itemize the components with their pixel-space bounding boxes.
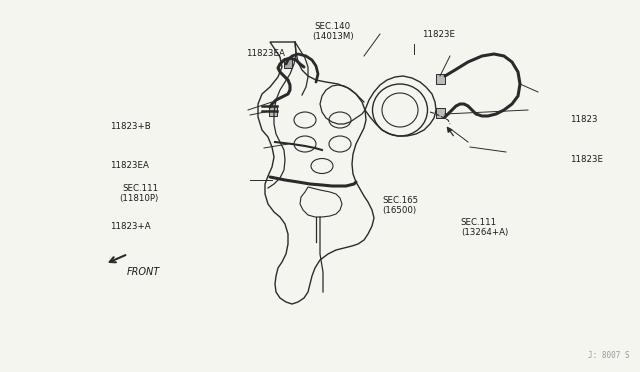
Bar: [269, 106, 277, 116]
Text: SEC.111
(13264+A): SEC.111 (13264+A): [461, 218, 508, 237]
Text: FRONT: FRONT: [127, 267, 160, 276]
Text: 11823+A: 11823+A: [110, 222, 150, 231]
Text: 11823EA: 11823EA: [246, 49, 285, 58]
Text: 11823E: 11823E: [422, 30, 455, 39]
Text: 11823: 11823: [570, 115, 597, 124]
Text: SEC.111
(11810P): SEC.111 (11810P): [120, 184, 159, 203]
Text: 11823E: 11823E: [570, 155, 603, 164]
Text: 11823EA: 11823EA: [109, 161, 148, 170]
Text: SEC.140
(14013M): SEC.140 (14013M): [312, 22, 354, 41]
Text: SEC.165
(16500): SEC.165 (16500): [383, 196, 419, 215]
Bar: [436, 108, 445, 118]
Text: J: 8007 S: J: 8007 S: [588, 351, 630, 360]
Text: 11823+B: 11823+B: [109, 122, 150, 131]
Bar: [284, 58, 292, 68]
Bar: [436, 74, 445, 84]
